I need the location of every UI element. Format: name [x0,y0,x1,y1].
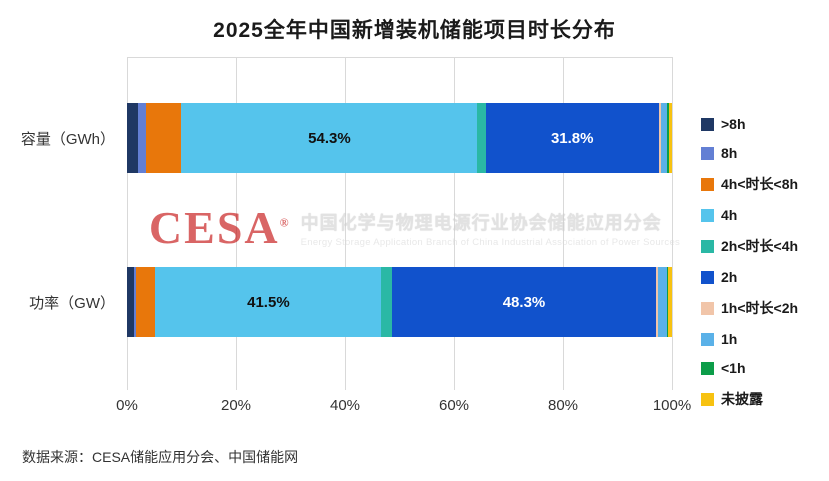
legend-swatch [701,177,714,191]
legend-label: <1h [721,360,746,376]
legend-label: 1h<时长<2h [721,300,799,316]
legend-swatch [701,392,714,406]
legend: >8h 8h 4h<时长<8h 4h 2h<时长<4h 2h 1h<时长<2h 1h <1h 未披… [701,116,798,409]
bar-segment-2h<时长<4h[interactable] [381,267,393,337]
bar-row: 功率（GW） 41.5% 48.3% [29,267,672,337]
chart-title: 2025全年中国新增装机储能项目时长分布 [213,19,616,42]
x-tick-label: 100% [652,397,692,414]
legend-swatch [701,239,714,253]
gridline [672,57,673,390]
legend-item[interactable]: 2h [701,269,798,285]
x-tick-label: 40% [329,397,361,414]
x-tick-label: 80% [547,397,579,414]
bar-segment-8h[interactable] [137,103,147,173]
legend-label: 2h [721,269,738,285]
legend-label: 4h [721,207,738,223]
legend-label: 2h<时长<4h [721,238,799,254]
legend-swatch [701,117,714,131]
gridline [563,57,564,390]
plot-top-axis-line [127,57,672,58]
x-axis: 0% 20% 40% 60% 80% 100% [116,397,691,417]
legend-swatch [701,332,714,346]
bar-row: 容量（GWh） 54.3% 31.8% [21,103,672,173]
bar-segment-4h<时长<8h[interactable] [146,103,182,173]
x-tick-label: 20% [220,397,252,414]
gridline [236,57,237,390]
bar-segment-2h[interactable]: 31.8% [485,103,659,173]
legend-item[interactable]: <1h [701,360,798,376]
gridline [127,57,128,390]
gridline [345,57,346,390]
bar-segment-1h[interactable] [658,267,667,337]
data-source-note: 数据来源：CESA储能应用分会、中国储能网 [22,449,299,465]
legend-item[interactable]: 1h [701,331,798,347]
legend-label: 8h [721,145,738,161]
legend-item[interactable]: 4h<时长<8h [701,174,798,194]
bar-segment-<1h[interactable] [666,267,669,337]
legend-swatch [701,361,714,375]
bar-segment->8h[interactable] [127,103,138,173]
x-tick-label: 60% [438,397,470,414]
bar-segment-1h<时长<2h[interactable] [655,267,659,337]
bar-segment-1h[interactable] [660,103,668,173]
legend-item[interactable]: 1h<时长<2h [701,298,798,318]
legend-label: 未披露 [721,391,763,407]
legend-label: >8h [721,116,746,132]
legend-item[interactable]: 未披露 [701,389,798,409]
legend-swatch [701,270,714,284]
bar-segment-未披露[interactable] [668,267,672,337]
legend-swatch [701,301,714,315]
bar-segment-4h[interactable]: 41.5% [155,267,382,337]
bar-segment-8h[interactable] [133,267,137,337]
category-label: 容量（GWh） [20,130,115,148]
bar-segment-2h[interactable]: 48.3% [392,267,656,337]
legend-label: 1h [721,331,738,347]
plot-area: 容量（GWh） 54.3% 31.8% 功率（GW） 41.5% 48.3% [21,57,673,390]
bar-segment->8h[interactable] [127,267,134,337]
bar-segment-未披露[interactable] [668,103,672,173]
bar-segment-2h<时长<4h[interactable] [477,103,486,173]
bar-segment-1h<时长<2h[interactable] [658,103,661,173]
legend-swatch [701,146,714,160]
legend-swatch [701,208,714,222]
x-tick-label: 0% [116,397,138,414]
legend-item[interactable]: 4h [701,207,798,223]
gridline [454,57,455,390]
legend-item[interactable]: 2h<时长<4h [701,236,798,256]
legend-item[interactable]: 8h [701,145,798,161]
legend-label: 4h<时长<8h [721,176,799,192]
bar-segment-<1h[interactable] [667,103,669,173]
category-label: 功率（GW） [29,294,115,312]
bar-segment-4h[interactable]: 54.3% [181,103,478,173]
bar-segment-4h<时长<8h[interactable] [136,267,156,337]
legend-item[interactable]: >8h [701,116,798,132]
